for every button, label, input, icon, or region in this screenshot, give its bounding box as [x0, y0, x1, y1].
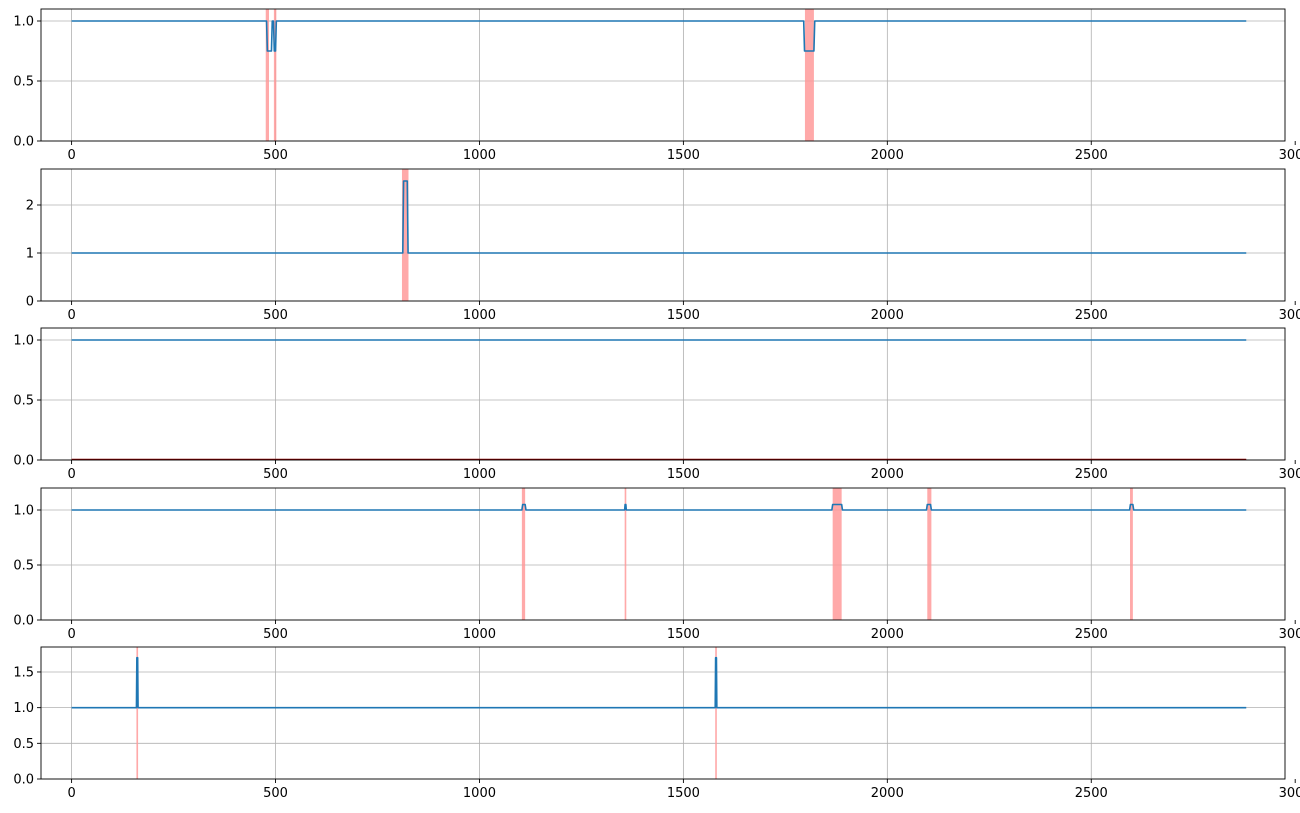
x-tick-label: 500	[263, 467, 288, 482]
x-tick-label: 2500	[1075, 627, 1108, 642]
x-tick-label: 1500	[667, 467, 700, 482]
series-line	[71, 656, 1247, 709]
x-tick-label: 1500	[667, 786, 700, 801]
axes-frame	[40, 327, 1286, 461]
y-tick-label: 0.5	[13, 737, 34, 752]
plot-area	[41, 488, 1285, 620]
y-tick-label: 0.5	[13, 75, 34, 90]
anomaly-band	[715, 647, 717, 779]
plot-content	[71, 9, 1247, 141]
plot-content	[71, 169, 1247, 301]
y-tick-label: 1	[26, 247, 34, 262]
x-tick-label: 500	[263, 308, 288, 323]
plot-area	[41, 328, 1285, 460]
x-tick-label: 2000	[871, 308, 904, 323]
axes-frame	[40, 168, 1286, 302]
axes-frame	[40, 8, 1286, 142]
x-tick-label: 500	[263, 627, 288, 642]
plot-content	[71, 647, 1247, 779]
y-tick-label: 0.0	[13, 135, 34, 150]
x-tick-label: 2000	[871, 148, 904, 163]
x-tick-label: 0	[67, 308, 75, 323]
anomaly-band	[265, 9, 269, 141]
y-tick-label: 1.0	[13, 504, 34, 519]
y-tick-label: 1.0	[13, 15, 34, 30]
x-tick-label: 1000	[463, 308, 496, 323]
anomaly-band	[521, 488, 526, 620]
anomaly-band	[927, 488, 932, 620]
anomaly-band	[624, 488, 627, 620]
x-tick-label: 500	[263, 148, 288, 163]
x-tick-label: 2500	[1075, 308, 1108, 323]
x-tick-label: 0	[67, 786, 75, 801]
plot-content	[71, 488, 1247, 620]
x-tick-label: 2000	[871, 467, 904, 482]
x-tick-label: 1500	[667, 148, 700, 163]
plot-area	[41, 9, 1285, 141]
y-tick-label: 2	[26, 199, 34, 214]
anomaly-band	[401, 169, 409, 301]
y-tick-label: 0	[26, 295, 34, 310]
anomaly-band	[136, 647, 139, 779]
y-tick-label: 1.0	[13, 701, 34, 716]
y-tick-label: 0.0	[13, 454, 34, 469]
anomaly-band	[832, 488, 842, 620]
anomaly-band	[1130, 488, 1133, 620]
x-tick-label: 500	[263, 786, 288, 801]
x-tick-label: 1000	[463, 627, 496, 642]
anomaly-band	[273, 9, 277, 141]
x-tick-label: 1500	[667, 308, 700, 323]
y-tick-label: 0.0	[13, 773, 34, 788]
x-tick-label: 1000	[463, 467, 496, 482]
plot-area	[41, 169, 1285, 301]
axes-frame	[40, 487, 1286, 621]
x-tick-label: 1000	[463, 786, 496, 801]
anomaly-band	[804, 9, 814, 141]
x-tick-label: 2000	[871, 786, 904, 801]
series-line	[71, 20, 1247, 52]
x-tick-label: 1500	[667, 627, 700, 642]
series-line	[71, 503, 1247, 511]
plot-content	[71, 339, 1247, 460]
x-tick-label: 2500	[1075, 467, 1108, 482]
x-tick-label: 0	[67, 148, 75, 163]
axes-frame	[40, 646, 1286, 780]
x-tick-label: 0	[67, 467, 75, 482]
series-line	[71, 180, 1247, 254]
y-tick-label: 0.5	[13, 559, 34, 574]
y-tick-label: 1.0	[13, 334, 34, 349]
plot-area	[41, 647, 1285, 779]
y-tick-label: 1.5	[13, 665, 34, 680]
x-tick-label: 1000	[463, 148, 496, 163]
x-tick-label: 2000	[871, 627, 904, 642]
y-tick-label: 0.0	[13, 614, 34, 629]
x-tick-label: 2500	[1075, 786, 1108, 801]
y-tick-label: 0.5	[13, 394, 34, 409]
x-tick-label: 2500	[1075, 148, 1108, 163]
x-tick-label: 0	[67, 627, 75, 642]
